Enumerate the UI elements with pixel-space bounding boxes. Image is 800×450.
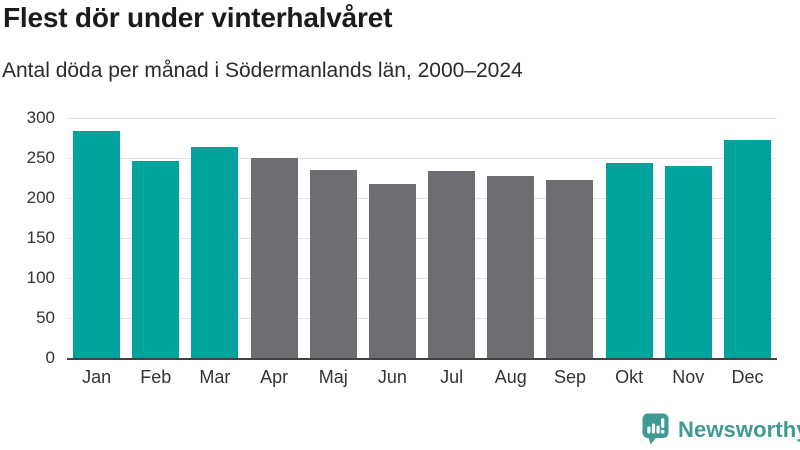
bar-column xyxy=(422,118,481,358)
bar-column xyxy=(718,118,777,358)
x-label-jan: Jan xyxy=(82,367,112,387)
chart-title: Flest dör under vinterhalvåret xyxy=(3,2,393,33)
newsworthy-logo[interactable]: Newsworthy xyxy=(642,413,800,446)
x-label-maj: Maj xyxy=(318,367,348,387)
bar-jan xyxy=(73,130,121,358)
chart-subtitle: Antal döda per månad i Södermanlands län… xyxy=(2,59,523,82)
bar-sep xyxy=(546,180,594,358)
x-label-apr: Apr xyxy=(260,367,289,387)
bar-aug xyxy=(487,176,535,358)
bar-column xyxy=(185,118,244,358)
gridline-250 xyxy=(67,158,777,159)
gridline-100 xyxy=(67,278,777,279)
gridline-200 xyxy=(67,198,777,199)
y-tick-label-100: 100 xyxy=(26,268,55,287)
bar-mar xyxy=(191,146,239,358)
bar-feb xyxy=(132,161,180,358)
bar-okt xyxy=(605,162,653,358)
bar-column xyxy=(126,118,185,358)
bar-column xyxy=(304,118,363,358)
bar-column xyxy=(481,118,540,358)
bars-row xyxy=(67,118,777,358)
gridline-300 xyxy=(67,118,777,119)
y-tick-label-0: 0 xyxy=(45,348,55,367)
y-tick-label-250: 250 xyxy=(26,148,55,167)
bar-jun xyxy=(368,183,416,358)
y-axis: 0 50 100 150 200 250 300 xyxy=(0,108,55,367)
newsworthy-logo-icon xyxy=(642,413,669,445)
bar-jul xyxy=(428,170,476,358)
x-label-mar: Mar xyxy=(199,367,231,387)
bar-column xyxy=(600,118,659,358)
bar-column xyxy=(540,118,599,358)
bar-dec xyxy=(723,140,771,358)
bar-column xyxy=(363,118,422,358)
x-axis-line xyxy=(67,358,777,360)
gridline-50 xyxy=(67,318,777,319)
bar-nov xyxy=(664,166,712,358)
bar-apr xyxy=(250,158,298,358)
x-label-nov: Nov xyxy=(672,367,705,387)
gridline-150 xyxy=(67,238,777,239)
y-tick-label-200: 200 xyxy=(26,188,55,207)
plot-area xyxy=(67,118,777,360)
y-tick-label-300: 300 xyxy=(26,108,55,127)
x-label-jul: Jul xyxy=(440,367,464,387)
y-tick-label-50: 50 xyxy=(36,308,55,327)
y-tick-label-150: 150 xyxy=(26,228,55,247)
bar-column xyxy=(659,118,718,358)
x-label-okt: Okt xyxy=(615,367,644,387)
bar-column xyxy=(67,118,126,358)
x-label-aug: Aug xyxy=(494,367,527,387)
x-label-sep: Sep xyxy=(553,367,586,387)
bar-column xyxy=(245,118,304,358)
bar-maj xyxy=(309,170,357,358)
x-label-jun: Jun xyxy=(377,367,407,387)
x-label-dec: Dec xyxy=(731,367,764,387)
x-axis-labels: Jan Feb Mar Apr Maj Jun Jul Aug Sep Okt Nov Dec xyxy=(67,367,777,388)
newsworthy-logo-text: Newsworthy xyxy=(678,416,800,442)
x-label-feb: Feb xyxy=(140,367,172,387)
